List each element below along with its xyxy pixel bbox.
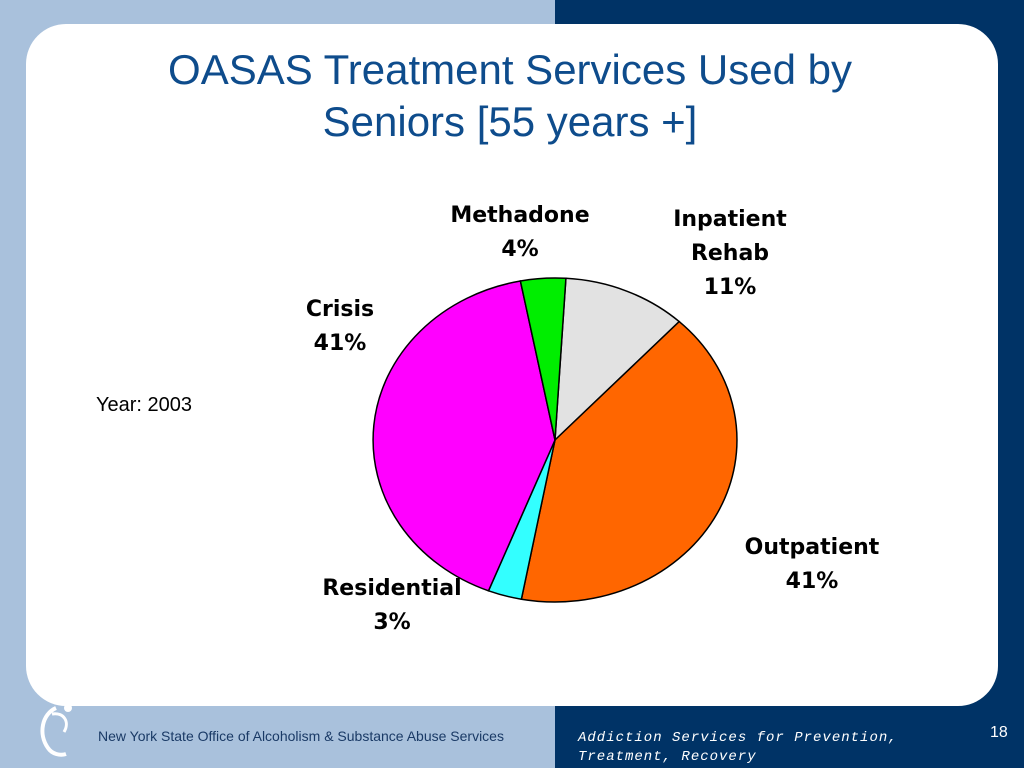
slice-label-outpatient: Outpatient 41% — [745, 535, 880, 594]
figure-swoosh-icon — [40, 704, 72, 757]
pie-slice-crisis — [372, 280, 556, 592]
footer-tagline: Addiction Services for Prevention, Treat… — [578, 729, 958, 767]
tagline-line-1: Addiction Services for Prevention, — [578, 730, 898, 746]
year-label: Year: 2003 — [96, 394, 193, 416]
slice-label-residential: Residential 3% — [322, 576, 461, 635]
pie-slice-methadone — [519, 277, 567, 441]
pie-slice-inpatient-rehab — [554, 277, 681, 442]
tagline-line-2: Treatment, Recovery — [578, 749, 757, 765]
slice-label-methadone: Methadone 4% — [450, 203, 589, 262]
footer-org-name: New York State Office of Alcoholism & Su… — [98, 728, 504, 744]
slice-label-crisis: Crisis 41% — [306, 297, 374, 356]
slice-label-inpatient-rehab: Inpatient Rehab 11% — [673, 207, 787, 300]
page-number: 18 — [990, 724, 1008, 741]
title-line-2: Seniors [55 years +] — [322, 98, 698, 145]
slide-title: OASAS Treatment Services Used by Seniors… — [60, 44, 960, 148]
pie-slice-outpatient — [520, 320, 738, 603]
title-line-1: OASAS Treatment Services Used by — [168, 46, 852, 93]
